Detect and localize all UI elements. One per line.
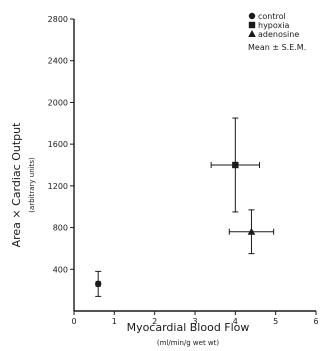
x-tick-label: 0 (71, 317, 76, 326)
y-axis-units: (arbitrary units) (28, 157, 36, 213)
legend-marker-hypoxia (248, 21, 256, 29)
x-axis-units: (ml/min/g wet wt) (157, 339, 220, 347)
legend-label-adenosine: adenosine (258, 30, 299, 39)
x-tick-label: 3 (192, 317, 197, 326)
axes (73, 19, 316, 312)
x-tick-label: 4 (233, 317, 238, 326)
y-tick-label: 2400 (48, 57, 68, 66)
x-axis-label: Myocardial Blood Flow (127, 321, 250, 334)
data-point-adenosine (247, 227, 256, 235)
legend-label-control: control (258, 12, 286, 21)
y-tick-label: 1200 (48, 182, 68, 191)
y-tick-label: 1600 (48, 140, 68, 149)
data-point-hypoxia (232, 161, 239, 169)
y-tick-label: 400 (53, 265, 68, 274)
x-tick-label: 6 (313, 317, 318, 326)
y-axis-label: Area × Cardiac Output (10, 122, 23, 247)
x-tick-label: 2 (152, 317, 157, 326)
x-tick-label: 1 (112, 317, 117, 326)
legend-marker-adenosine (248, 30, 256, 37)
data-point-control (95, 280, 102, 288)
y-tick-label: 800 (53, 224, 68, 233)
y-tick-label: 2000 (48, 98, 68, 107)
ticks: 0 1 2 3 4 5 6 400 800 1200 1600 2000 2400 2800 (48, 15, 319, 326)
legend-marker-control (248, 12, 256, 20)
x-tick-label: 5 (273, 317, 278, 326)
y-tick-label: 2800 (48, 15, 68, 24)
data-points (95, 117, 275, 297)
legend-note: Mean ± S.E.M. (248, 43, 306, 52)
legend-label-hypoxia: hypoxia (258, 21, 289, 30)
